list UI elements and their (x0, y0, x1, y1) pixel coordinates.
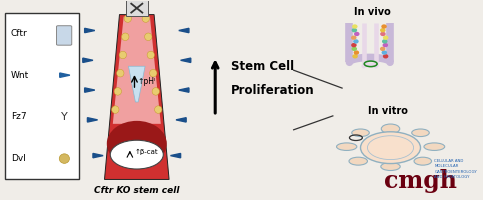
FancyBboxPatch shape (5, 13, 79, 179)
Ellipse shape (380, 28, 385, 32)
Ellipse shape (124, 15, 131, 22)
Ellipse shape (383, 54, 388, 58)
Polygon shape (128, 66, 145, 102)
Ellipse shape (116, 69, 124, 77)
Ellipse shape (152, 88, 159, 95)
Ellipse shape (110, 140, 163, 169)
Ellipse shape (147, 51, 155, 59)
Text: ↑β-cat: ↑β-cat (134, 149, 158, 155)
Ellipse shape (382, 50, 387, 55)
Ellipse shape (352, 28, 357, 32)
Polygon shape (181, 58, 191, 62)
Ellipse shape (107, 121, 167, 167)
Ellipse shape (424, 143, 445, 150)
Ellipse shape (381, 163, 400, 171)
Polygon shape (85, 28, 95, 33)
Ellipse shape (349, 157, 368, 165)
Polygon shape (60, 73, 70, 77)
Polygon shape (179, 88, 189, 92)
Ellipse shape (353, 39, 359, 44)
Ellipse shape (112, 106, 119, 113)
Ellipse shape (380, 32, 385, 36)
Ellipse shape (352, 54, 358, 58)
Ellipse shape (114, 88, 122, 95)
Ellipse shape (155, 106, 162, 113)
Polygon shape (104, 15, 169, 179)
Ellipse shape (59, 154, 70, 163)
Text: Y: Y (61, 112, 68, 122)
Ellipse shape (351, 36, 356, 40)
Polygon shape (83, 58, 93, 62)
FancyBboxPatch shape (57, 26, 72, 45)
Text: Wnt: Wnt (11, 71, 29, 80)
Text: Dvl: Dvl (11, 154, 26, 163)
Text: Cftr: Cftr (11, 29, 28, 38)
Ellipse shape (354, 50, 359, 55)
Ellipse shape (122, 33, 129, 41)
Text: Cftr KO stem cell: Cftr KO stem cell (94, 186, 180, 195)
Ellipse shape (337, 143, 357, 150)
Polygon shape (113, 17, 161, 124)
Polygon shape (85, 88, 95, 92)
Ellipse shape (352, 24, 357, 29)
Text: Stem Cell: Stem Cell (231, 60, 295, 73)
Ellipse shape (352, 47, 357, 51)
Polygon shape (170, 153, 181, 158)
FancyBboxPatch shape (126, 0, 148, 16)
Ellipse shape (351, 43, 356, 47)
Ellipse shape (150, 69, 157, 77)
Ellipse shape (144, 33, 152, 41)
Polygon shape (176, 118, 186, 122)
Ellipse shape (414, 157, 432, 165)
Ellipse shape (380, 47, 385, 51)
Text: Fz7: Fz7 (11, 112, 27, 121)
Ellipse shape (383, 36, 388, 40)
Text: Proliferation: Proliferation (231, 84, 315, 97)
Polygon shape (179, 28, 189, 33)
Ellipse shape (142, 15, 149, 22)
Ellipse shape (383, 43, 388, 47)
Text: In vitro: In vitro (368, 106, 408, 116)
Ellipse shape (382, 39, 387, 44)
Ellipse shape (381, 124, 400, 134)
Polygon shape (87, 118, 98, 122)
Text: In vivo: In vivo (354, 7, 390, 17)
Polygon shape (93, 153, 103, 158)
Ellipse shape (354, 32, 359, 36)
Ellipse shape (412, 129, 429, 137)
Text: CELLULAR AND
MOLECULAR
GASTROENTEROLOGY
AND HEPATOLOGY: CELLULAR AND MOLECULAR GASTROENTEROLOGY … (434, 159, 477, 179)
Ellipse shape (119, 51, 127, 59)
Text: cmgh: cmgh (384, 169, 456, 193)
Ellipse shape (352, 129, 369, 137)
Text: ↑pHᴵ: ↑pHᴵ (138, 77, 156, 86)
Ellipse shape (360, 132, 421, 164)
Ellipse shape (381, 24, 387, 29)
